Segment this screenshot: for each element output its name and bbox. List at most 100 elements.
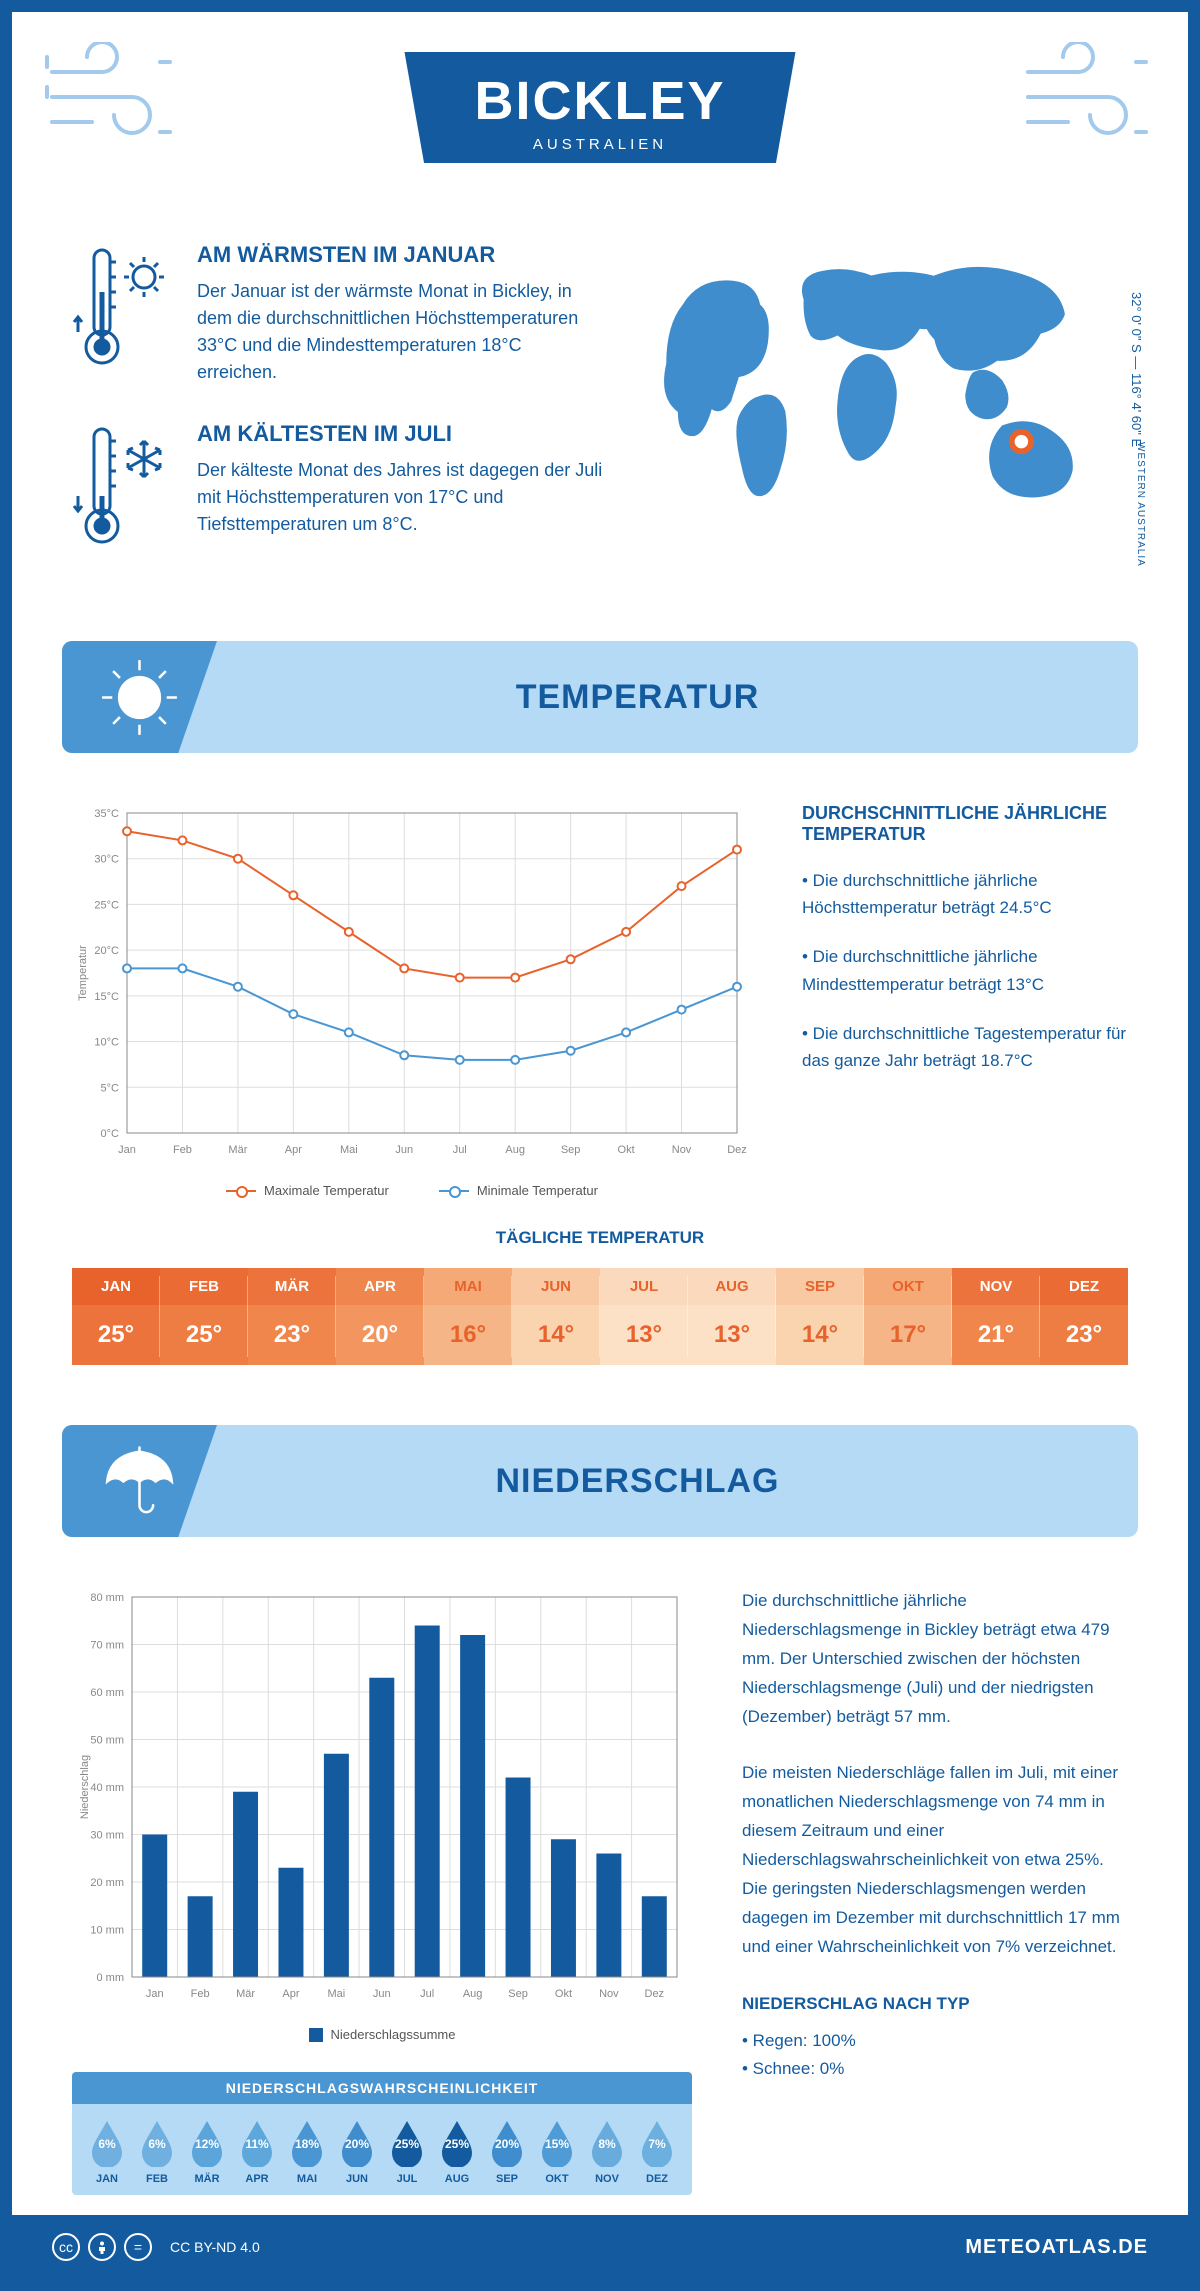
section-banner-precipitation: NIEDERSCHLAG — [62, 1425, 1138, 1537]
page-frame: BICKLEY AUSTRALIEN — [0, 0, 1200, 2291]
svg-text:Jan: Jan — [146, 1988, 164, 2000]
by-icon — [88, 2233, 116, 2261]
temperature-section: 0°C5°C10°C15°C20°C25°C30°C35°CJanFebMärA… — [12, 763, 1188, 1218]
probability-cell: 15% OKT — [532, 2119, 582, 2185]
probability-cell: 6% JAN — [82, 2119, 132, 2185]
probability-section: NIEDERSCHLAGSWAHRSCHEINLICHKEIT 6% JAN 6… — [72, 2042, 692, 2195]
fact-cold-title: AM KÄLTESTEN IM JULI — [197, 421, 604, 447]
header: BICKLEY AUSTRALIEN — [12, 12, 1188, 202]
section-title-precipitation: NIEDERSCHLAG — [137, 1462, 1138, 1501]
country-name: AUSTRALIEN — [474, 136, 725, 153]
precip-p2: Die meisten Niederschläge fallen im Juli… — [742, 1759, 1128, 1961]
probability-cell: 6% FEB — [132, 2119, 182, 2185]
city-name: BICKLEY — [474, 70, 725, 132]
svg-text:Jun: Jun — [373, 1988, 391, 2000]
wind-icon — [1018, 42, 1158, 152]
precip-p1: Die durchschnittliche jährliche Niedersc… — [742, 1587, 1128, 1731]
svg-text:25°C: 25°C — [94, 899, 119, 911]
legend-item: Maximale Temperatur — [226, 1183, 389, 1198]
svg-text:Nov: Nov — [672, 1144, 692, 1156]
daily-temp-cell: FEB25° — [160, 1268, 248, 1365]
temperature-legend: Maximale TemperaturMinimale Temperatur — [72, 1183, 752, 1198]
precip-type-item: • Regen: 100% — [742, 2027, 1128, 2056]
fact-cold-text: Der kälteste Monat des Jahres ist dagege… — [197, 457, 604, 538]
raindrop-icon: 18% — [288, 2119, 326, 2167]
daily-temp-cell: APR20° — [336, 1268, 424, 1365]
svg-text:Mär: Mär — [236, 1988, 255, 2000]
temp-info-bullet: • Die durchschnittliche Tagestemperatur … — [802, 1020, 1128, 1074]
svg-text:Mai: Mai — [340, 1144, 358, 1156]
map-column: 32° 0' 0" S — 116° 4' 60" E WESTERN AUST… — [644, 242, 1128, 591]
probability-cell: 12% MÄR — [182, 2119, 232, 2185]
fact-coldest: AM KÄLTESTEN IM JULI Der kälteste Monat … — [72, 421, 604, 556]
svg-text:20 mm: 20 mm — [90, 1877, 124, 1889]
svg-text:Jun: Jun — [395, 1144, 413, 1156]
precipitation-bar-chart: 0 mm10 mm20 mm30 mm40 mm50 mm60 mm70 mm8… — [72, 1587, 692, 2007]
svg-text:10 mm: 10 mm — [90, 1925, 124, 1937]
svg-text:Okt: Okt — [618, 1144, 635, 1156]
raindrop-icon: 25% — [388, 2119, 426, 2167]
svg-text:Aug: Aug — [463, 1988, 483, 2000]
raindrop-icon: 20% — [488, 2119, 526, 2167]
raindrop-icon: 15% — [538, 2119, 576, 2167]
probability-cell: 18% MAI — [282, 2119, 332, 2185]
svg-text:20°C: 20°C — [94, 945, 119, 957]
license-text: CC BY-ND 4.0 — [170, 2239, 260, 2255]
svg-text:Jan: Jan — [118, 1144, 136, 1156]
svg-text:0°C: 0°C — [101, 1128, 120, 1140]
svg-text:60 mm: 60 mm — [90, 1687, 124, 1699]
fact-warm-text: Der Januar ist der wärmste Monat in Bick… — [197, 278, 604, 386]
temp-info-title: DURCHSCHNITTLICHE JÄHRLICHE TEMPERATUR — [802, 803, 1128, 845]
svg-text:10°C: 10°C — [94, 1037, 119, 1049]
svg-text:15°C: 15°C — [94, 991, 119, 1003]
daily-temp-cell: MAI16° — [424, 1268, 512, 1365]
temp-info-bullet: • Die durchschnittliche jährliche Höchst… — [802, 867, 1128, 921]
fact-warmest: AM WÄRMSTEN IM JANUAR Der Januar ist der… — [72, 242, 604, 386]
svg-text:Apr: Apr — [285, 1144, 302, 1156]
raindrop-icon: 11% — [238, 2119, 276, 2167]
raindrop-icon: 7% — [638, 2119, 676, 2167]
probability-table: 6% JAN 6% FEB 12% MÄR 11% APR 18% MAI — [72, 2104, 692, 2195]
footer: cc = CC BY-ND 4.0 METEOATLAS.DE — [12, 2215, 1188, 2279]
svg-text:Dez: Dez — [645, 1988, 665, 2000]
sun-icon — [62, 641, 217, 753]
thermometer-snow-icon — [72, 421, 172, 556]
temperature-info: DURCHSCHNITTLICHE JÄHRLICHE TEMPERATUR •… — [802, 803, 1128, 1198]
probability-cell: 20% JUN — [332, 2119, 382, 2185]
wind-icon — [42, 42, 182, 152]
probability-cell: 7% DEZ — [632, 2119, 682, 2185]
precip-legend-label: Niederschlagssumme — [331, 2027, 456, 2042]
title-banner: BICKLEY AUSTRALIEN — [404, 52, 795, 163]
svg-text:Jul: Jul — [453, 1144, 467, 1156]
svg-text:Aug: Aug — [505, 1144, 525, 1156]
svg-text:Mär: Mär — [228, 1144, 247, 1156]
nd-icon: = — [124, 2233, 152, 2261]
svg-text:50 mm: 50 mm — [90, 1735, 124, 1747]
probability-cell: 8% NOV — [582, 2119, 632, 2185]
section-banner-temperature: TEMPERATUR — [62, 641, 1138, 753]
precip-type-title: NIEDERSCHLAG NACH TYP — [742, 1990, 1128, 2019]
license-block: cc = CC BY-ND 4.0 — [52, 2233, 260, 2261]
raindrop-icon: 20% — [338, 2119, 376, 2167]
svg-text:Okt: Okt — [555, 1988, 572, 2000]
svg-text:30°C: 30°C — [94, 854, 119, 866]
daily-temp-table: JAN25°FEB25°MÄR23°APR20°MAI16°JUN14°JUL1… — [72, 1268, 1128, 1365]
svg-text:0 mm: 0 mm — [97, 1972, 125, 1984]
daily-temp-cell: JUL13° — [600, 1268, 688, 1365]
cc-icon: cc — [52, 2233, 80, 2261]
raindrop-icon: 25% — [438, 2119, 476, 2167]
raindrop-icon: 8% — [588, 2119, 626, 2167]
temp-info-bullet: • Die durchschnittliche jährliche Mindes… — [802, 943, 1128, 997]
daily-temp-cell: MÄR23° — [248, 1268, 336, 1365]
thermometer-sun-icon — [72, 242, 172, 386]
svg-text:5°C: 5°C — [101, 1082, 120, 1094]
daily-temp-cell: NOV21° — [952, 1268, 1040, 1365]
svg-text:70 mm: 70 mm — [90, 1640, 124, 1652]
precipitation-section: 0 mm10 mm20 mm30 mm40 mm50 mm60 mm70 mm8… — [12, 1547, 1188, 2215]
raindrop-icon: 6% — [88, 2119, 126, 2167]
facts-column: AM WÄRMSTEN IM JANUAR Der Januar ist der… — [72, 242, 604, 591]
temperature-line-chart: 0°C5°C10°C15°C20°C25°C30°C35°CJanFebMärA… — [72, 803, 752, 1163]
svg-text:Feb: Feb — [191, 1988, 210, 2000]
probability-cell: 25% AUG — [432, 2119, 482, 2185]
svg-text:80 mm: 80 mm — [90, 1592, 124, 1604]
